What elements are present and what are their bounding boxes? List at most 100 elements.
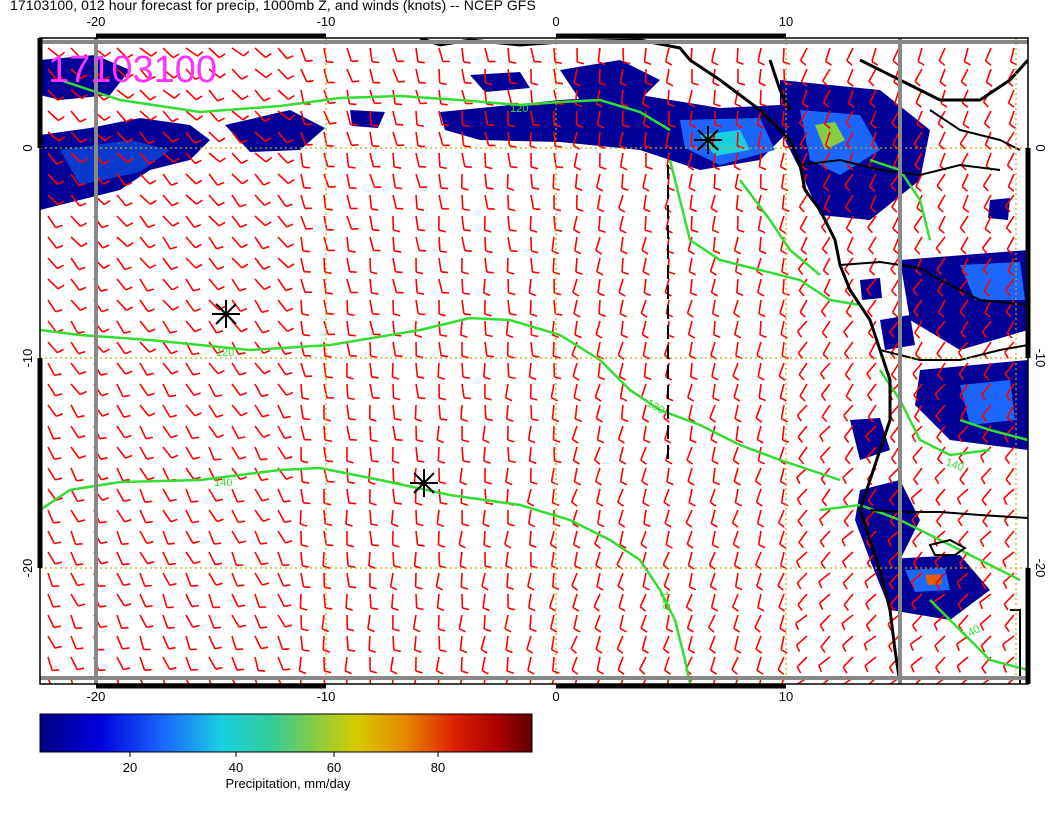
wind-barb-feather: [777, 669, 785, 675]
wind-barb-feather: [392, 628, 400, 632]
wind-barb-feather: [642, 417, 650, 423]
wind-barb-shaft: [483, 446, 486, 462]
wind-barb-feather: [690, 376, 698, 381]
wind-barb-feather: [288, 114, 296, 121]
wind-barb-shaft: [70, 572, 79, 586]
wind-barb-feather: [870, 123, 877, 129]
wind-barb-feather: [124, 266, 132, 271]
wind-barb-feather: [215, 394, 223, 398]
wind-barb-feather: [799, 227, 806, 234]
wind-barb-feather: [819, 624, 825, 632]
wind-barb-feather: [868, 80, 875, 87]
wind-barb-shaft: [820, 551, 831, 564]
wind-barb-feather: [799, 122, 805, 129]
wind-barb-feather: [302, 250, 310, 253]
wind-barb-shaft: [254, 446, 262, 461]
wind-barb-feather: [734, 249, 742, 255]
wind-barb-feather: [529, 292, 537, 297]
wind-barb-shaft: [415, 194, 418, 210]
wind-barb-feather: [551, 649, 559, 654]
wind-barb-feather: [619, 459, 627, 465]
wind-barb-shaft: [438, 68, 441, 84]
wind-barb-shaft: [70, 194, 81, 207]
wind-barb-feather: [641, 480, 649, 486]
wind-barb-shaft: [346, 47, 353, 62]
wind-barb-shaft: [368, 635, 371, 651]
wind-barb-feather: [508, 460, 516, 464]
wind-barb-feather: [688, 417, 696, 423]
wind-barb-shaft: [571, 425, 578, 440]
wind-barb-feather: [642, 501, 650, 507]
wind-barb-feather: [528, 607, 536, 612]
wind-barb-feather: [147, 476, 155, 481]
wind-barb-shaft: [185, 68, 196, 80]
wind-barb-feather: [348, 250, 356, 253]
wind-barb-feather: [959, 227, 966, 234]
wind-barb-feather: [302, 397, 310, 400]
wind-barb-feather: [644, 229, 652, 233]
wind-barb-shaft: [735, 341, 739, 356]
wind-barb-shaft: [641, 467, 647, 482]
wind-barb-feather: [956, 497, 962, 505]
wind-barb-feather: [56, 413, 64, 418]
frame-edge-marks: [37, 33, 1031, 689]
wind-barb-feather: [485, 334, 493, 338]
wind-barb-shaft: [553, 47, 556, 63]
wind-barb-shaft: [162, 236, 171, 250]
wind-barb-shaft: [367, 614, 371, 629]
wind-barb-feather: [287, 179, 295, 185]
wind-barb-feather: [915, 102, 923, 108]
wind-barb-feather: [79, 286, 87, 291]
wind-barb-feather: [912, 457, 918, 464]
wind-barb-feather: [710, 669, 718, 675]
wind-barb-feather: [869, 185, 876, 192]
wind-barb-shaft: [47, 593, 54, 608]
wind-barb-feather: [819, 456, 825, 464]
wind-barb-shaft: [507, 47, 511, 62]
wind-barb-feather: [121, 542, 129, 545]
wind-barb-feather: [733, 543, 740, 549]
wind-barb-shaft: [185, 299, 195, 312]
wind-barb-feather: [939, 81, 947, 87]
wind-barb-shaft: [889, 425, 900, 438]
wind-barb-feather: [53, 605, 61, 608]
country-borders: [799, 109, 1028, 684]
wind-barb-feather: [53, 690, 60, 691]
wind-barb-shaft: [755, 635, 762, 650]
wind-barb-shaft: [231, 47, 245, 57]
wind-barb-feather: [890, 184, 897, 192]
wind-barb-feather: [711, 60, 719, 66]
wind-barb-feather: [594, 543, 601, 549]
wind-barb-shaft: [1006, 152, 1015, 166]
wind-barb-shaft: [162, 89, 175, 99]
wind-barb-shaft: [733, 383, 739, 398]
wind-barb-shaft: [116, 320, 125, 334]
wind-barb-shaft: [643, 194, 647, 210]
wind-barb-feather: [218, 53, 226, 59]
wind-barb-shaft: [528, 278, 532, 293]
wind-barb-feather: [575, 103, 583, 108]
wind-barb-feather: [734, 648, 742, 654]
wind-barb-feather: [391, 523, 399, 528]
wind-barb-shaft: [139, 425, 147, 440]
wind-barb-feather: [599, 82, 607, 86]
wind-barb-feather: [413, 692, 419, 695]
wind-barb-feather: [57, 200, 65, 206]
wind-barb-shaft: [116, 194, 127, 207]
wind-barb-shaft: [346, 383, 349, 399]
wind-barb-feather: [778, 606, 786, 612]
wind-barb-feather: [217, 97, 225, 102]
wind-barb-shaft: [710, 341, 716, 356]
wind-barb-feather: [575, 418, 583, 423]
wind-barb-feather: [367, 628, 375, 633]
wind-barb-feather: [390, 586, 398, 591]
wind-barb-feather: [759, 250, 767, 255]
wind-barb-feather: [219, 157, 226, 163]
wind-barb-feather: [440, 103, 448, 106]
wind-barb-shaft: [797, 341, 808, 354]
wind-barb-feather: [913, 310, 920, 318]
wind-barb-shaft: [865, 614, 877, 626]
wind-barb-feather: [621, 187, 629, 192]
wind-barb-feather: [125, 370, 133, 375]
wind-barb-feather: [438, 313, 447, 317]
